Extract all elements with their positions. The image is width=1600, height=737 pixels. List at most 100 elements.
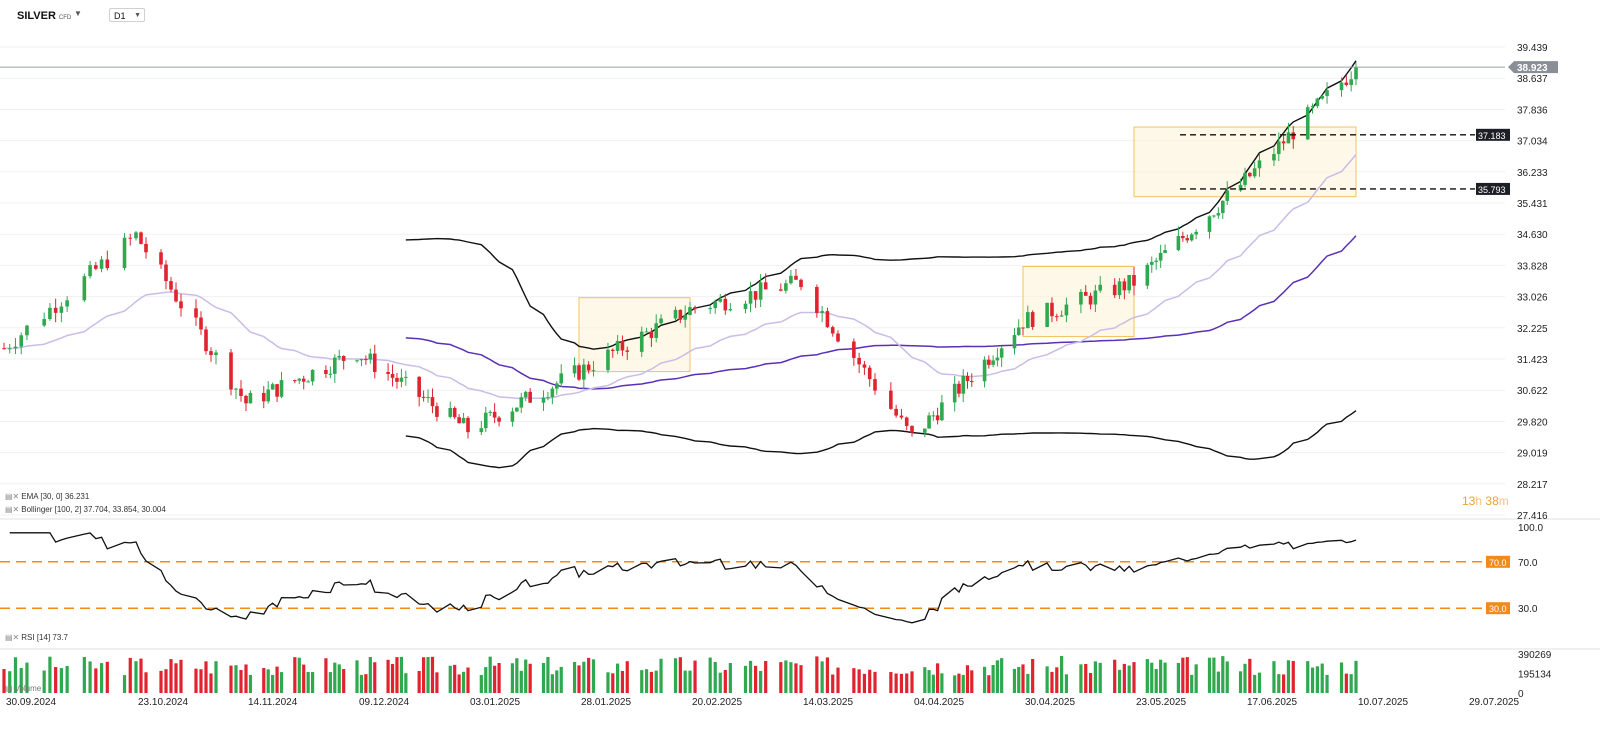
volume-bar — [957, 673, 961, 693]
volume-bar — [448, 665, 452, 693]
volume-bar — [1026, 673, 1030, 693]
bar-countdown: 13h 38m — [1462, 494, 1509, 508]
volume-bar — [139, 658, 143, 693]
candle-body — [1012, 335, 1017, 349]
bollinger-middle-line — [405, 235, 1357, 390]
candle-body — [337, 356, 342, 358]
level-tag-label: 35.793 — [1478, 185, 1506, 195]
candle-body — [708, 308, 712, 310]
volume-bar — [528, 663, 532, 693]
volume-bar — [987, 675, 991, 693]
candle-body — [53, 307, 58, 313]
volume-bar — [328, 672, 332, 693]
candle-body — [341, 356, 346, 361]
ema-legend[interactable]: ▤✕ EMA [30, 0] 36.231 — [5, 492, 90, 501]
volume-bar — [390, 663, 395, 693]
candle-body — [139, 232, 143, 244]
volume-bar — [784, 660, 788, 693]
candle-body — [105, 259, 110, 269]
price-tick-label: 33.026 — [1517, 293, 1548, 304]
current-price-label: 38.923 — [1517, 63, 1548, 74]
symbol-label[interactable]: SILVER CFD — [17, 10, 72, 22]
candle-body — [1181, 235, 1185, 239]
candle-body — [1026, 312, 1030, 329]
candle-body — [42, 319, 46, 326]
candle-body — [693, 307, 697, 309]
candle-body — [546, 397, 550, 399]
candle-body — [306, 381, 310, 383]
candle-body — [1276, 141, 1281, 155]
settings-icon[interactable]: ▤ — [5, 684, 13, 693]
candle-body — [1064, 304, 1069, 316]
candle-body — [1083, 291, 1088, 296]
candle-body — [644, 331, 649, 333]
volume-bar — [678, 657, 682, 693]
settings-icon[interactable]: ▤✕ — [5, 492, 20, 501]
price-tick-label: 28.217 — [1517, 480, 1548, 491]
candle-body — [794, 275, 798, 280]
volume-bar — [1055, 667, 1059, 693]
candle-body — [199, 317, 203, 330]
volume-bar — [693, 660, 697, 693]
volume-bar — [457, 674, 461, 693]
volume-bar — [625, 661, 629, 693]
date-tick-label: 09.12.2024 — [359, 697, 409, 708]
settings-icon[interactable]: ▤✕ — [5, 505, 20, 514]
volume-bar — [59, 668, 63, 693]
volume-bar — [510, 663, 514, 693]
candle-body — [550, 388, 555, 398]
bollinger-legend[interactable]: ▤✕ Bollinger [100, 2] 37.704, 33.854, 30.… — [5, 505, 166, 514]
candle-body — [461, 417, 466, 424]
candle-body — [65, 300, 69, 307]
settings-icon[interactable]: ▤✕ — [5, 633, 20, 642]
volume-bar — [1339, 662, 1344, 693]
candle-body — [164, 264, 168, 282]
rsi-line — [9, 532, 1357, 624]
volume-bar — [54, 667, 58, 693]
symbol-dropdown-icon[interactable]: ▼ — [74, 9, 82, 18]
candle-body — [1054, 316, 1059, 318]
volume-bar — [128, 657, 132, 693]
volume-bar — [718, 672, 722, 693]
candle-body — [430, 397, 435, 407]
date-tick-label: 10.07.2025 — [1358, 697, 1408, 708]
volume-legend[interactable]: ▤ Volume — [5, 684, 42, 693]
volume-bar — [659, 658, 663, 693]
candle-body — [7, 348, 12, 350]
volume-bar — [404, 673, 408, 693]
candle-body — [448, 407, 453, 417]
volume-bar — [572, 661, 577, 693]
volume-bar — [927, 670, 931, 693]
date-tick-label: 14.11.2024 — [248, 697, 298, 708]
volume-bar — [1207, 657, 1212, 693]
volume-bar — [970, 670, 974, 693]
candle-body — [19, 335, 24, 347]
rsi-tick-label: 30.0 — [1518, 604, 1538, 615]
volume-bar — [728, 663, 732, 693]
volume-bar — [1320, 663, 1324, 693]
candle-body — [784, 283, 788, 291]
candle-body — [244, 395, 248, 404]
timeframe-select[interactable]: D1 ▼ — [109, 8, 145, 22]
date-tick-label: 23.05.2025 — [1136, 697, 1186, 708]
candle-body — [328, 373, 333, 375]
volume-bar — [649, 671, 653, 693]
rsi-legend[interactable]: ▤✕ RSI [14] 73.7 — [5, 633, 68, 642]
candle-body — [1185, 238, 1190, 241]
volume-bar — [559, 666, 563, 693]
volume-bar — [873, 671, 877, 693]
volume-bar — [105, 661, 109, 693]
volume-bar — [759, 670, 763, 693]
volume-bar — [899, 673, 904, 693]
candle-body — [927, 415, 931, 429]
volume-bar — [905, 673, 909, 693]
volume-bar — [748, 660, 753, 693]
candle-body — [82, 276, 87, 301]
volume-bar — [1098, 662, 1102, 693]
candle-body — [857, 357, 861, 365]
candle-body — [515, 407, 519, 412]
candle-body — [1243, 172, 1247, 185]
volume-bar — [244, 664, 248, 693]
candle-body — [1030, 312, 1035, 327]
